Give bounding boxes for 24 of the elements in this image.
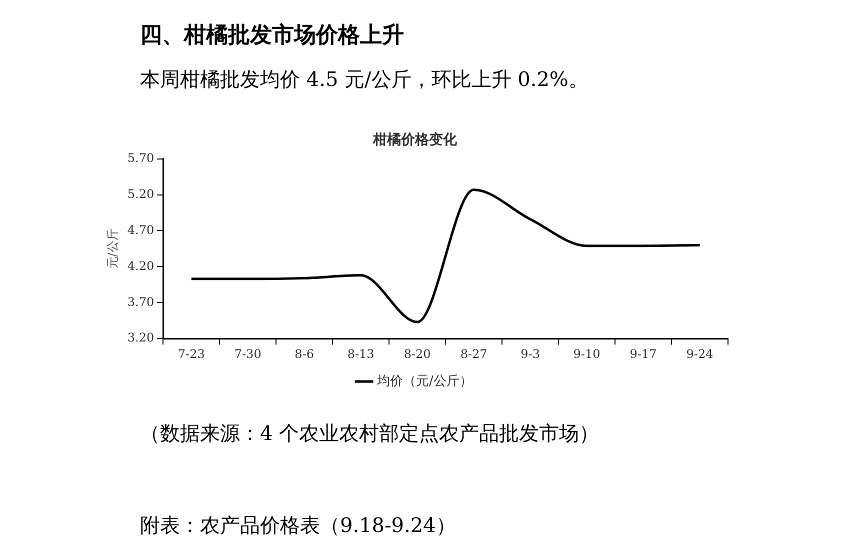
x-tick-label: 9-3 [520, 346, 540, 361]
text: 附表：农产品价格表（9.18-9.24） [140, 512, 456, 539]
y-tick-label: 4.70 [127, 222, 154, 237]
text: 本周柑橘批发均价 4.5 元/公斤，环比上升 0.2%。 [140, 66, 588, 93]
line-series [190, 188, 702, 324]
x-tick-label: 9-10 [573, 346, 600, 361]
y-tick-label: 4.20 [127, 258, 154, 273]
x-tick-label: 9-24 [686, 346, 714, 361]
x-tick-label: 8-20 [404, 346, 431, 361]
text: （数据来源：4 个农业农村部定点农产品批发市场） [140, 420, 600, 447]
y-axis-title: 元/公斤 [105, 228, 120, 269]
x-tick-label: 8-27 [460, 346, 488, 361]
legend-label: 均价（元/公斤） [376, 374, 472, 389]
x-tick-label: 8-6 [294, 346, 314, 361]
x-tick-label: 9-17 [630, 346, 657, 361]
y-tick-label: 5.20 [127, 186, 154, 201]
x-tick-label: 7-23 [178, 346, 205, 361]
y-tick-label: 3.70 [127, 294, 154, 309]
y-tick-label: 3.20 [127, 330, 154, 345]
x-tick-label: 7-30 [234, 346, 262, 361]
chart-title: 柑橘价格变化 [372, 131, 458, 148]
x-tick-label: 8-13 [347, 346, 374, 361]
text: 四、柑橘批发市场价格上升 [140, 22, 404, 50]
y-tick-label: 5.70 [127, 150, 154, 165]
